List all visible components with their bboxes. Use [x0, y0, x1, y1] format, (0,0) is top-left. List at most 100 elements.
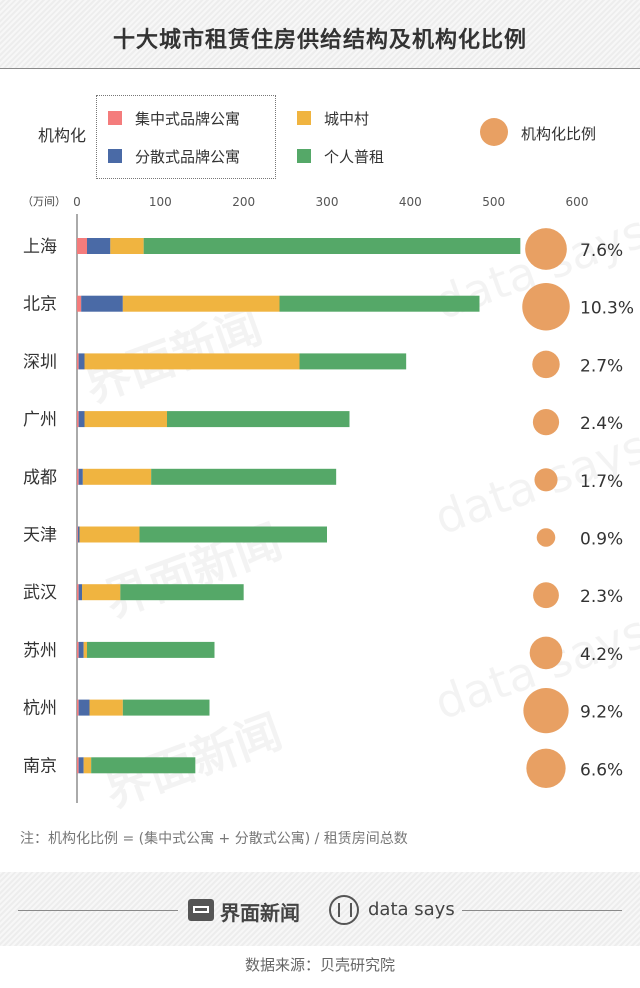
x-tick-label: 100 — [149, 195, 172, 209]
bar-segment — [77, 526, 80, 543]
footer-band — [0, 872, 640, 946]
brand-name: 界面新闻 — [220, 901, 300, 925]
ratio-label: 1.7% — [580, 472, 623, 492]
bar-segment — [77, 584, 79, 601]
bar-segment — [122, 699, 210, 716]
ratio-bubble — [526, 748, 566, 788]
bar-segment — [78, 699, 90, 716]
bar-segment — [77, 699, 79, 716]
bar-segment — [91, 757, 196, 774]
ratio-bubble — [529, 636, 563, 670]
ratio-bubble — [534, 468, 558, 492]
category-label: 杭州 — [23, 699, 57, 719]
legend-swatch-centralized — [108, 111, 122, 125]
bar-segment — [77, 238, 87, 254]
ratio-label: 0.9% — [580, 530, 623, 550]
bar-segment — [89, 699, 123, 716]
bar-segment — [299, 353, 407, 370]
x-tick-label: 200 — [232, 195, 255, 209]
bar-segment — [83, 757, 92, 774]
bar-segment — [139, 526, 327, 543]
legend-label-decentralized: 分散式品牌公寓 — [135, 148, 241, 166]
bar-segment — [78, 353, 85, 370]
bar-segment — [151, 468, 337, 485]
bar-segment — [78, 757, 84, 774]
ratio-label: 7.6% — [580, 241, 623, 261]
legend-bubble-icon — [480, 118, 508, 146]
footnote: 注：机构化比例 = (集中式公寓 + 分散式公寓) / 租赁房间总数 — [20, 831, 408, 847]
footer-rule-left — [18, 910, 178, 911]
ratio-label: 10.3% — [580, 299, 634, 319]
category-label: 成都 — [23, 468, 57, 488]
bar-segment — [77, 468, 79, 485]
legend-box — [96, 95, 276, 179]
legend-label-ratio: 机构化比例 — [521, 125, 597, 143]
ratio-bubble — [525, 228, 567, 270]
bar-segment — [83, 641, 87, 658]
x-tick-label: 0 — [73, 195, 81, 209]
bar-segment — [77, 353, 79, 370]
bar-segment — [77, 757, 79, 774]
legend-swatch-urban-village — [297, 111, 311, 125]
ratio-label: 2.4% — [580, 414, 623, 434]
bar-segment — [77, 641, 79, 658]
category-label: 北京 — [23, 295, 57, 315]
category-label: 上海 — [23, 237, 57, 257]
ratio-bubble — [536, 528, 556, 547]
bar-segment — [77, 295, 82, 312]
footer-rule-right — [462, 910, 622, 911]
x-tick-label: 300 — [316, 195, 339, 209]
x-tick-label: 500 — [482, 195, 505, 209]
x-tick-label: 600 — [566, 195, 589, 209]
bar-segment — [84, 411, 167, 428]
brand-datasays: data says — [368, 899, 455, 920]
legend-swatch-decentralized — [108, 149, 122, 163]
legend-label-individual: 个人普租 — [324, 148, 385, 166]
axis-unit: （万间） — [22, 195, 66, 208]
x-tick-label: 400 — [399, 195, 422, 209]
bar-segment — [122, 295, 280, 312]
ratio-bubble — [523, 687, 569, 734]
bar-segment — [87, 641, 215, 658]
bar-segment — [279, 295, 480, 312]
bar-segment — [81, 295, 123, 312]
bar-segment — [78, 411, 85, 428]
bar-segment — [82, 468, 152, 485]
bar-segment — [78, 641, 84, 658]
bar-segment — [78, 584, 82, 601]
ratio-bubble — [532, 350, 560, 379]
ratio-label: 4.2% — [580, 645, 623, 665]
legend-prefix: 机构化 — [38, 126, 87, 145]
bar-segment — [77, 526, 78, 543]
header-band — [0, 0, 640, 69]
bar-segment — [78, 468, 83, 485]
category-label: 广州 — [23, 410, 57, 430]
legend-label-centralized: 集中式品牌公寓 — [135, 110, 241, 128]
legend-swatch-individual — [297, 149, 311, 163]
legend-label-urban-village: 城中村 — [324, 110, 370, 128]
category-label: 南京 — [23, 756, 57, 776]
ratio-label: 2.3% — [580, 587, 623, 607]
category-label: 武汉 — [23, 583, 57, 603]
bar-segment — [143, 238, 521, 254]
ratio-bubble — [533, 582, 559, 609]
ratio-bubble — [522, 282, 570, 331]
datasays-logo-icon — [329, 895, 359, 925]
bar-segment — [77, 411, 79, 428]
ratio-label: 2.7% — [580, 356, 623, 376]
bar-segment — [79, 526, 140, 543]
category-label: 苏州 — [23, 641, 57, 661]
ratio-label: 6.6% — [580, 760, 623, 780]
data-source: 数据来源：贝壳研究院 — [244, 956, 395, 974]
bar-segment — [84, 353, 300, 370]
ratio-bubble — [532, 408, 560, 436]
bar-segment — [82, 584, 121, 601]
bar-segment — [110, 238, 144, 254]
bar-segment — [167, 411, 350, 428]
brand-logo-icon — [188, 899, 214, 921]
category-label: 天津 — [23, 526, 57, 546]
category-label: 深圳 — [23, 352, 57, 372]
bar-segment — [120, 584, 244, 601]
ratio-label: 9.2% — [580, 703, 623, 723]
